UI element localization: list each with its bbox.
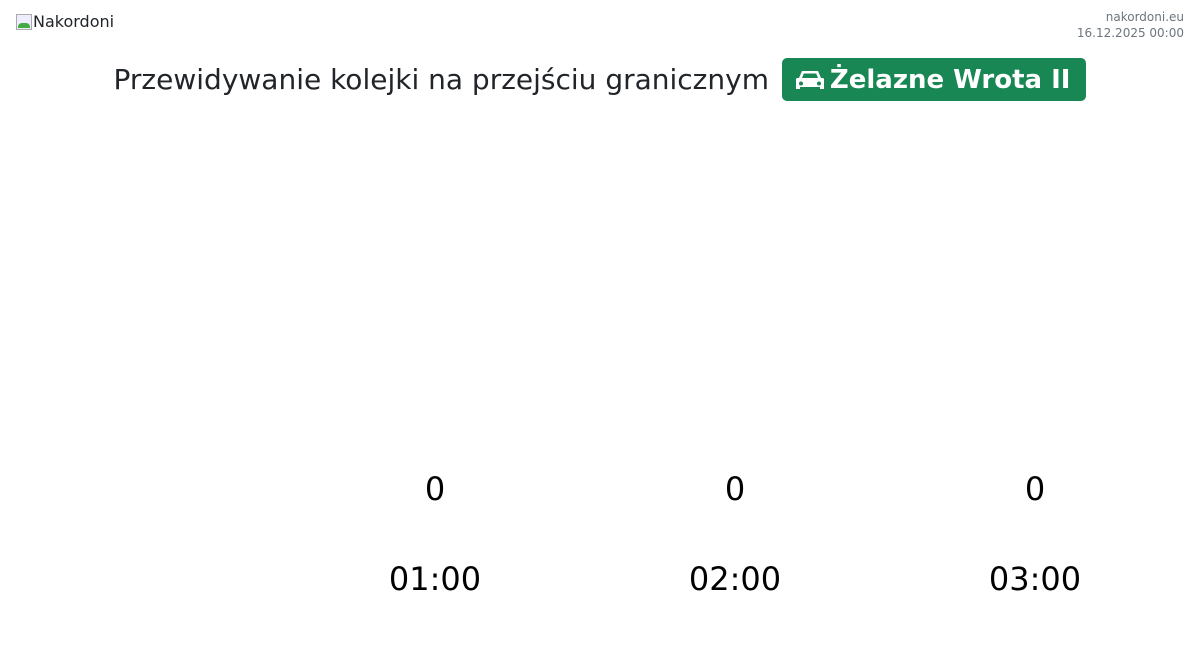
crossing-badge: Żelazne Wrota II xyxy=(781,58,1087,101)
datetime: 16.12.2025 00:00 xyxy=(1076,26,1184,40)
logo[interactable]: Nakordoni xyxy=(16,12,114,31)
site-name: nakordoni.eu xyxy=(1105,10,1184,24)
forecast-value: 0 xyxy=(424,470,446,508)
crossing-name: Żelazne Wrota II xyxy=(829,64,1071,95)
forecast-time: 01:00 xyxy=(388,560,482,598)
page-title: Przewidywanie kolejki na przejściu grani… xyxy=(0,58,1200,102)
forecast-value: 0 xyxy=(724,470,746,508)
forecast-value: 0 xyxy=(1024,470,1046,508)
title-text: Przewidywanie kolejki na przejściu grani… xyxy=(113,63,769,96)
forecast-time: 03:00 xyxy=(988,560,1082,598)
logo-alt-text: Nakordoni xyxy=(33,12,115,31)
forecast-time: 02:00 xyxy=(688,560,782,598)
header-meta: nakordoni.eu 16.12.2025 00:00 xyxy=(1077,9,1184,41)
car-icon xyxy=(795,70,824,89)
broken-image-icon xyxy=(16,13,32,30)
